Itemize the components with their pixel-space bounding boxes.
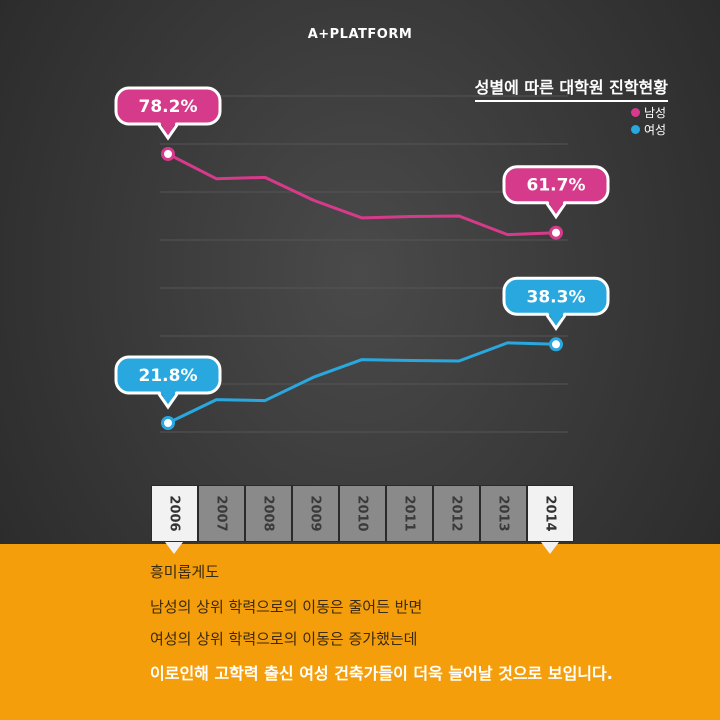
series-line-0	[167, 152, 557, 237]
year-2014: 2014	[527, 485, 574, 542]
callout-label-1: 61.7%	[527, 176, 586, 196]
data-point-1	[549, 225, 563, 240]
callout-tail-fill-3	[549, 311, 563, 317]
data-point-2	[161, 416, 175, 430]
legend-dot-female	[631, 125, 640, 134]
callout-tail-border-3	[545, 314, 567, 331]
legend-item-female: 여성	[631, 121, 666, 138]
text-line-3: 여성의 상위 학력으로의 이동은 증가했는데	[150, 630, 418, 648]
text-line-1: 흥미롭게도	[150, 563, 220, 581]
callout-tail-border-0	[157, 124, 179, 141]
brand-logo: A+PLATFORM	[307, 27, 413, 42]
chart-legend: 남성 여성	[631, 104, 666, 138]
year-2006: 2006	[151, 485, 198, 542]
callout-tail-fill-1	[549, 199, 563, 205]
callout-tail-border-1	[545, 202, 567, 220]
data-point-0	[161, 147, 175, 161]
year-2012: 2012	[433, 485, 480, 542]
callout-tail-fill-0	[161, 121, 175, 126]
year-2009: 2009	[292, 485, 339, 542]
callout-label-0: 78.2%	[139, 97, 198, 117]
description-panel	[0, 544, 720, 720]
year-2008: 2008	[245, 485, 292, 542]
callout-tail-fill-2	[161, 390, 175, 395]
legend-label-female: 여성	[644, 123, 667, 137]
pointer-2006	[165, 542, 183, 554]
year-2010: 2010	[339, 485, 386, 542]
callout-tail-border-2	[157, 393, 179, 410]
legend-label-male: 남성	[644, 106, 667, 120]
year-2013: 2013	[480, 485, 527, 542]
pointer-2014	[541, 542, 559, 554]
data-point-3	[549, 337, 563, 352]
legend-dot-male	[631, 108, 640, 117]
series-line-1	[167, 341, 557, 425]
text-line-4: 이로인해 고학력 출신 여성 건축가들이 더욱 늘어날 것으로 보입니다.	[150, 664, 613, 683]
callout-label-3: 38.3%	[527, 287, 586, 307]
chart-title: 성별에 따른 대학원 진학현황	[474, 74, 668, 102]
legend-item-male: 남성	[631, 104, 666, 121]
year-2011: 2011	[386, 485, 433, 542]
text-line-2: 남성의 상위 학력으로의 이동은 줄어든 반면	[150, 598, 423, 616]
callout-label-2: 21.8%	[139, 366, 198, 386]
year-2007: 2007	[198, 485, 245, 542]
